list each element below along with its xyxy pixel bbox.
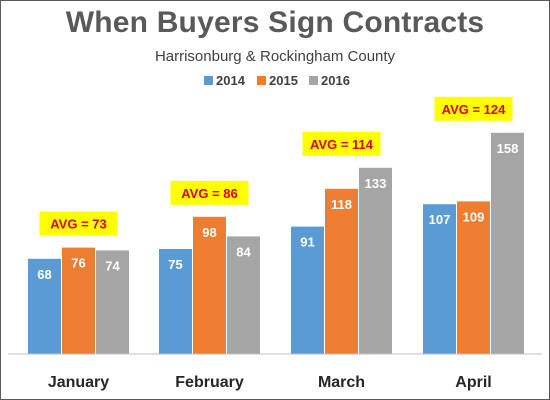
bar-value-march-2016: 133 [365,176,387,191]
legend-swatch-2016 [309,76,318,85]
avg-box-march [302,131,381,156]
bar-value-april-2014: 107 [429,212,451,227]
bar-april-2016 [491,132,524,354]
bar-value-april-2015: 109 [463,209,485,224]
bar-value-march-2014: 91 [300,235,314,250]
avg-label-january: AVG = 73 [50,217,106,232]
averages-group: AVG = 73 AVG = 86 AVG = 114 AVG = 124 [39,96,513,236]
chart-subtitle: Harrisonburg & Rockingham County [154,48,396,65]
legend-swatch-2015 [257,76,266,85]
bar-february-2014 [159,249,192,354]
bar-april-2014 [423,204,456,354]
bar-value-february-2016: 84 [236,244,251,259]
category-labels: January February March April [48,374,492,391]
legend-label-2016: 2016 [321,73,350,88]
legend-label-2015: 2015 [269,73,298,88]
bar-value-march-2015: 118 [331,197,352,212]
bar-march-2015 [325,188,358,354]
bar-value-january-2014: 68 [37,267,51,282]
bar-february-2015 [193,216,226,354]
bar-february-2016 [227,236,260,354]
bar-january-2014 [28,258,61,354]
legend-label-2014: 2014 [216,73,246,88]
bar-value-january-2015: 76 [71,256,85,271]
bar-january-2015 [62,247,95,354]
bar-value-february-2014: 75 [168,257,182,272]
avg-label-february: AVG = 86 [181,186,237,201]
category-label-february: February [175,374,244,391]
bar-value-january-2016: 74 [105,258,120,273]
legend-swatch-2014 [204,76,213,85]
bar-value-april-2016: 158 [497,141,519,156]
avg-label-april: AVG = 124 [442,102,506,117]
category-label-april: April [455,374,491,391]
bar-january-2016 [96,250,129,354]
bar-march-2016 [359,167,392,354]
bar-april-2015 [457,201,490,354]
chart-title: When Buyers Sign Contracts [65,6,485,39]
avg-box-february [170,180,249,205]
avg-box-april [434,96,513,121]
bar-march-2014 [291,226,324,354]
avg-box-january [39,211,118,236]
category-label-january: January [48,374,109,391]
avg-label-march: AVG = 114 [310,137,374,152]
bars-group: 68 76 74 75 98 84 91 118 133 107 109 158 [28,132,524,354]
legend: 2014 2015 2016 [204,73,350,88]
bar-value-february-2015: 98 [202,225,216,240]
category-label-march: March [318,374,365,391]
